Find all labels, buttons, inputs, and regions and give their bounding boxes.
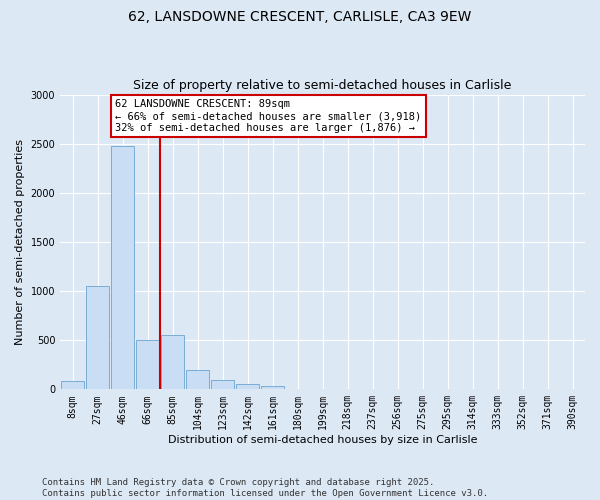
- Bar: [61, 382, 84, 390]
- Bar: [86, 286, 109, 390]
- Bar: [187, 370, 209, 390]
- Bar: [112, 146, 134, 390]
- Title: Size of property relative to semi-detached houses in Carlisle: Size of property relative to semi-detach…: [133, 79, 512, 92]
- X-axis label: Distribution of semi-detached houses by size in Carlisle: Distribution of semi-detached houses by …: [168, 435, 478, 445]
- Bar: [236, 384, 259, 390]
- Bar: [211, 380, 234, 390]
- Bar: [161, 336, 184, 390]
- Bar: [136, 340, 159, 390]
- Text: Contains HM Land Registry data © Crown copyright and database right 2025.
Contai: Contains HM Land Registry data © Crown c…: [42, 478, 488, 498]
- Text: 62, LANSDOWNE CRESCENT, CARLISLE, CA3 9EW: 62, LANSDOWNE CRESCENT, CARLISLE, CA3 9E…: [128, 10, 472, 24]
- Y-axis label: Number of semi-detached properties: Number of semi-detached properties: [15, 139, 25, 345]
- Bar: [262, 386, 284, 390]
- Text: 62 LANSDOWNE CRESCENT: 89sqm
← 66% of semi-detached houses are smaller (3,918)
3: 62 LANSDOWNE CRESCENT: 89sqm ← 66% of se…: [115, 100, 421, 132]
